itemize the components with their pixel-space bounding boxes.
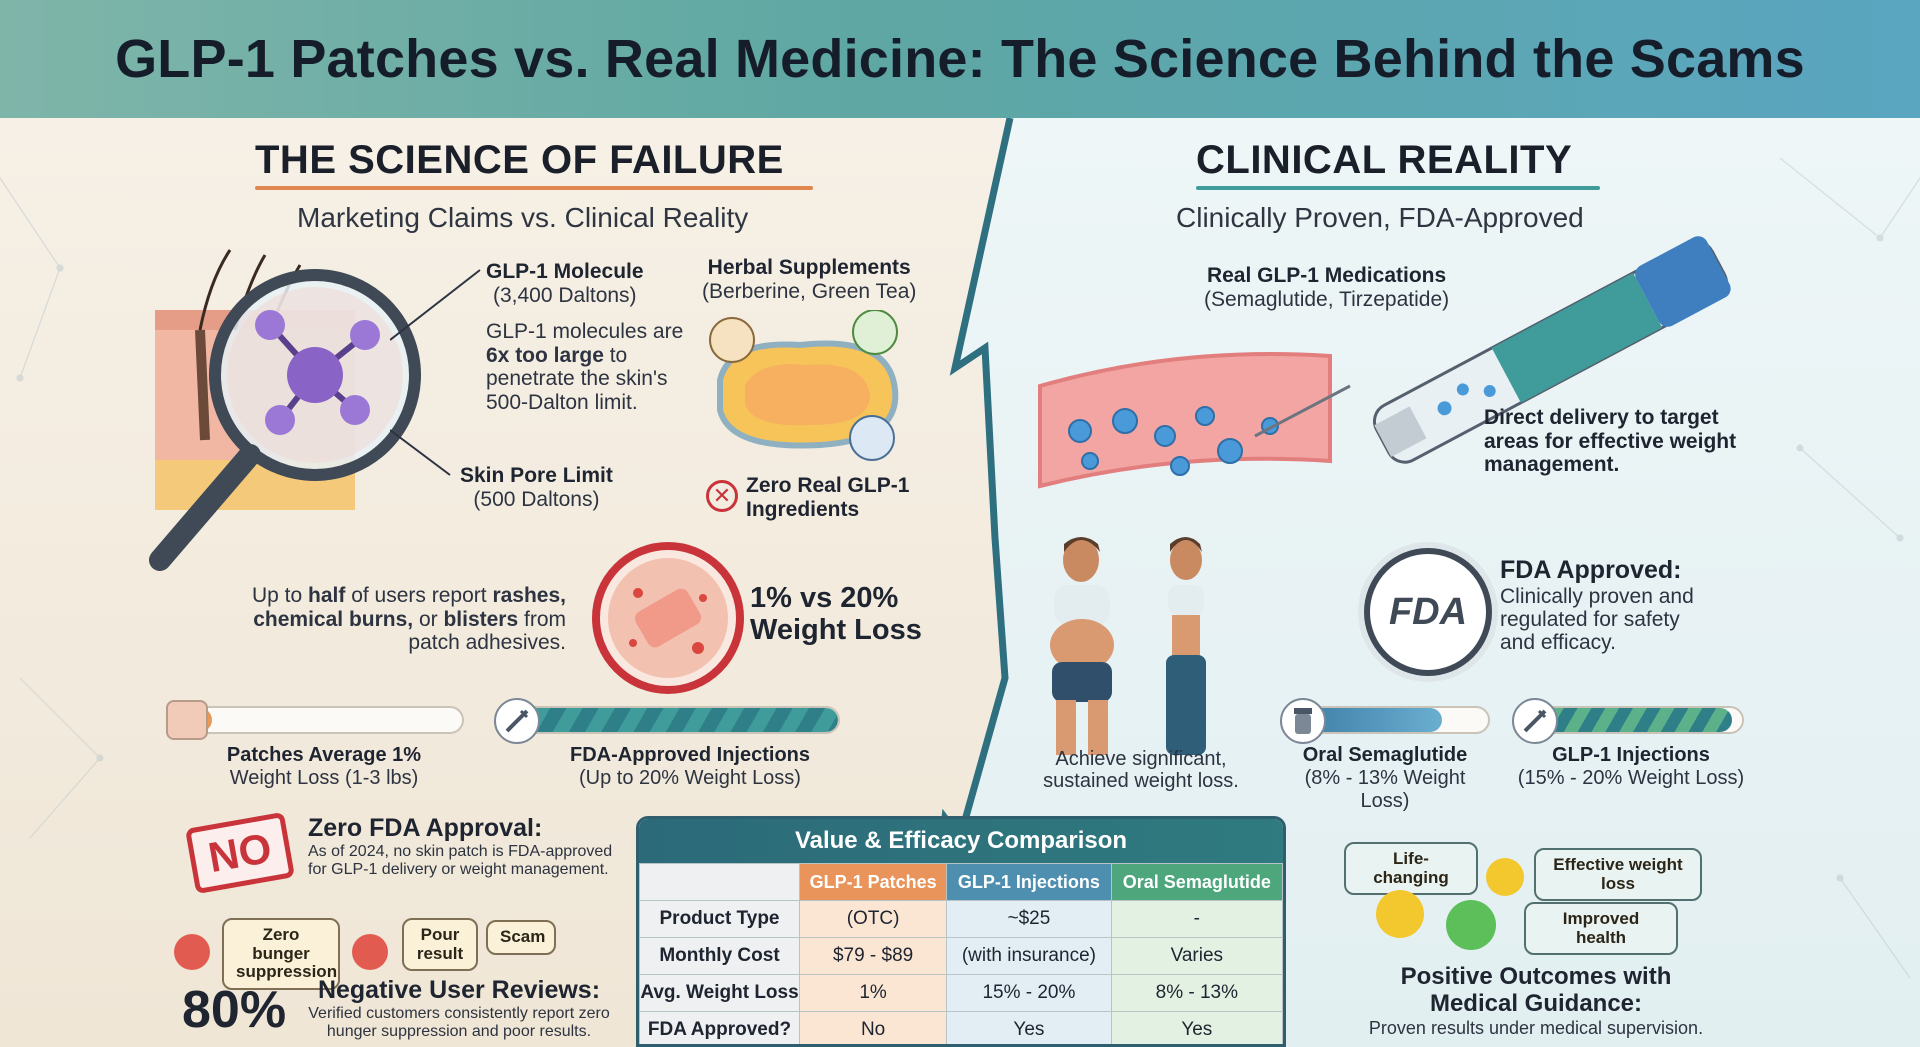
x-circle-icon: ✕ bbox=[706, 480, 738, 512]
column-header-oral: Oral Semaglutide bbox=[1110, 863, 1283, 901]
molecule-explanation: GLP-1 molecules are 6x too large to pene… bbox=[486, 320, 684, 414]
table-cell: Varies bbox=[1110, 937, 1283, 975]
table-cell: 1% bbox=[798, 974, 948, 1012]
injections-bar-fill bbox=[518, 708, 838, 732]
pore-name: Skin Pore Limit bbox=[460, 464, 613, 487]
delivery-text: Direct delivery to target areas for effe… bbox=[1484, 406, 1737, 477]
negative-reviews: Negative User Reviews: Verified customer… bbox=[308, 976, 610, 1040]
fda-seal-icon: FDA bbox=[1364, 548, 1492, 676]
bubble-life-changing: Life-changing bbox=[1344, 842, 1478, 896]
left-section-subtitle: Marketing Claims vs. Clinical Reality bbox=[297, 202, 749, 233]
syringe-icon bbox=[494, 698, 540, 744]
skin-magnifier-illustration bbox=[149, 249, 421, 571]
angry-face-icon bbox=[174, 934, 210, 970]
molecule-size: (3,400 Daltons) bbox=[492, 284, 637, 307]
table-cell: 8% - 13% bbox=[1110, 974, 1283, 1012]
pen-and-vessel-illustration bbox=[1038, 236, 1731, 489]
table-cell: $79 - $89 bbox=[798, 937, 948, 975]
glp1-injection-progress-bar bbox=[1534, 706, 1744, 734]
before-after-figures bbox=[1050, 537, 1206, 755]
fda-zero-approval: Zero FDA Approval: As of 2024, no skin p… bbox=[308, 814, 613, 878]
injections-progress-bar bbox=[516, 706, 840, 734]
left-section-title: THE SCIENCE OF FAILURE bbox=[255, 138, 784, 182]
row-label: FDA Approved? bbox=[639, 1011, 800, 1044]
left-title-underline bbox=[255, 186, 813, 190]
fda-approved-text: FDA Approved: Clinically proven and regu… bbox=[1500, 556, 1694, 655]
table-row: Monthly Cost $79 - $89 (with insurance) … bbox=[639, 937, 1283, 975]
smiley-face-icon bbox=[1486, 858, 1524, 896]
column-header-patches: GLP-1 Patches bbox=[798, 863, 948, 901]
column-header-injections: GLP-1 Injections bbox=[946, 863, 1112, 901]
patches-bar-label: Patches Average 1% Weight Loss (1-3 lbs) bbox=[226, 744, 422, 789]
bubble-pour-result: Pour result bbox=[402, 918, 478, 972]
herbal-callout: Herbal Supplements (Berberine, Green Tea… bbox=[702, 256, 916, 304]
molecule-callout: GLP-1 Molecule (3,400 Daltons) bbox=[486, 260, 644, 308]
meds-callout: Real GLP-1 Medications (Semaglutide, Tir… bbox=[1204, 264, 1450, 311]
pill-bottle-icon bbox=[1280, 698, 1326, 744]
right-section-title: CLINICAL REALITY bbox=[1196, 138, 1573, 182]
glp1-bar-fill bbox=[1536, 708, 1732, 732]
table-cell: (OTC) bbox=[798, 900, 948, 938]
table-cell: Yes bbox=[1110, 1011, 1283, 1044]
pore-size: (500 Daltons) bbox=[473, 488, 600, 511]
glp1-bar-label: GLP-1 Injections (15% - 20% Weight Loss) bbox=[1517, 744, 1745, 789]
pore-callout: Skin Pore Limit (500 Daltons) bbox=[460, 464, 613, 512]
table-cell: - bbox=[1110, 900, 1283, 938]
right-section-subtitle: Clinically Proven, FDA-Approved bbox=[1176, 202, 1584, 233]
table-cell: 15% - 20% bbox=[946, 974, 1112, 1012]
page-header: GLP-1 Patches vs. Real Medicine: The Sci… bbox=[0, 0, 1920, 118]
row-label: Monthly Cost bbox=[639, 937, 800, 975]
smiley-face-icon bbox=[1446, 900, 1496, 950]
table-row: FDA Approved? No Yes Yes bbox=[639, 1011, 1283, 1044]
table-row: Product Type (OTC) ~$25 - bbox=[639, 900, 1283, 938]
table-cell: No bbox=[798, 1011, 948, 1044]
page-title: GLP-1 Patches vs. Real Medicine: The Sci… bbox=[115, 29, 1805, 89]
side-effects-text: Up to half of users report rashes, chemi… bbox=[252, 584, 566, 655]
herbal-examples: (Berberine, Green Tea) bbox=[702, 280, 917, 303]
zero-ingredients-text: Zero Real GLP-1 Ingredients bbox=[746, 474, 910, 521]
oral-progress-bar bbox=[1300, 706, 1490, 734]
right-title-underline bbox=[1196, 186, 1600, 190]
positive-outcomes: Positive Outcomes with Medical Guidance:… bbox=[1368, 963, 1704, 1038]
callout-lines bbox=[390, 269, 481, 476]
patches-progress-bar bbox=[166, 706, 464, 734]
table-corner bbox=[639, 863, 800, 901]
bubble-zero-hunger: Zero bunger suppression bbox=[222, 918, 340, 991]
herbal-name: Herbal Supplements bbox=[707, 256, 911, 279]
bubble-scam: Scam bbox=[486, 920, 556, 955]
oral-bar-label: Oral Semaglutide (8% - 13% Weight Loss) bbox=[1302, 744, 1468, 812]
table-row: Avg. Weight Loss 1% 15% - 20% 8% - 13% bbox=[639, 974, 1283, 1012]
herbal-patch-illustration bbox=[709, 310, 899, 461]
weight-compare-text: 1% vs 20% Weight Loss bbox=[750, 582, 922, 647]
comparison-table: Value & Efficacy Comparison GLP-1 Patche… bbox=[636, 816, 1286, 1047]
bubble-effective-weight-loss: Effective weight loss bbox=[1534, 848, 1702, 902]
injections-bar-label: FDA-Approved Injections (Up to 20% Weigh… bbox=[569, 744, 810, 789]
table-cell: (with insurance) bbox=[946, 937, 1112, 975]
row-label: Product Type bbox=[639, 900, 800, 938]
angry-face-icon bbox=[352, 934, 388, 970]
molecule-name: GLP-1 Molecule bbox=[486, 260, 644, 283]
reviews-percent: 80% bbox=[182, 981, 287, 1039]
rash-skin-icon bbox=[592, 542, 744, 694]
table-cell: ~$25 bbox=[946, 900, 1112, 938]
row-label: Avg. Weight Loss bbox=[639, 974, 800, 1012]
table-title: Value & Efficacy Comparison bbox=[639, 819, 1283, 863]
table-cell: Yes bbox=[946, 1011, 1112, 1044]
smiley-face-icon bbox=[1376, 890, 1424, 938]
syringe-icon bbox=[1512, 698, 1558, 744]
comparison-grid: GLP-1 Patches GLP-1 Injections Oral Sema… bbox=[639, 863, 1283, 1044]
bubble-improved-health: Improved health bbox=[1524, 902, 1678, 956]
achieve-text: Achieve significant, sustained weight lo… bbox=[1043, 748, 1239, 793]
patch-square-icon bbox=[166, 700, 208, 740]
